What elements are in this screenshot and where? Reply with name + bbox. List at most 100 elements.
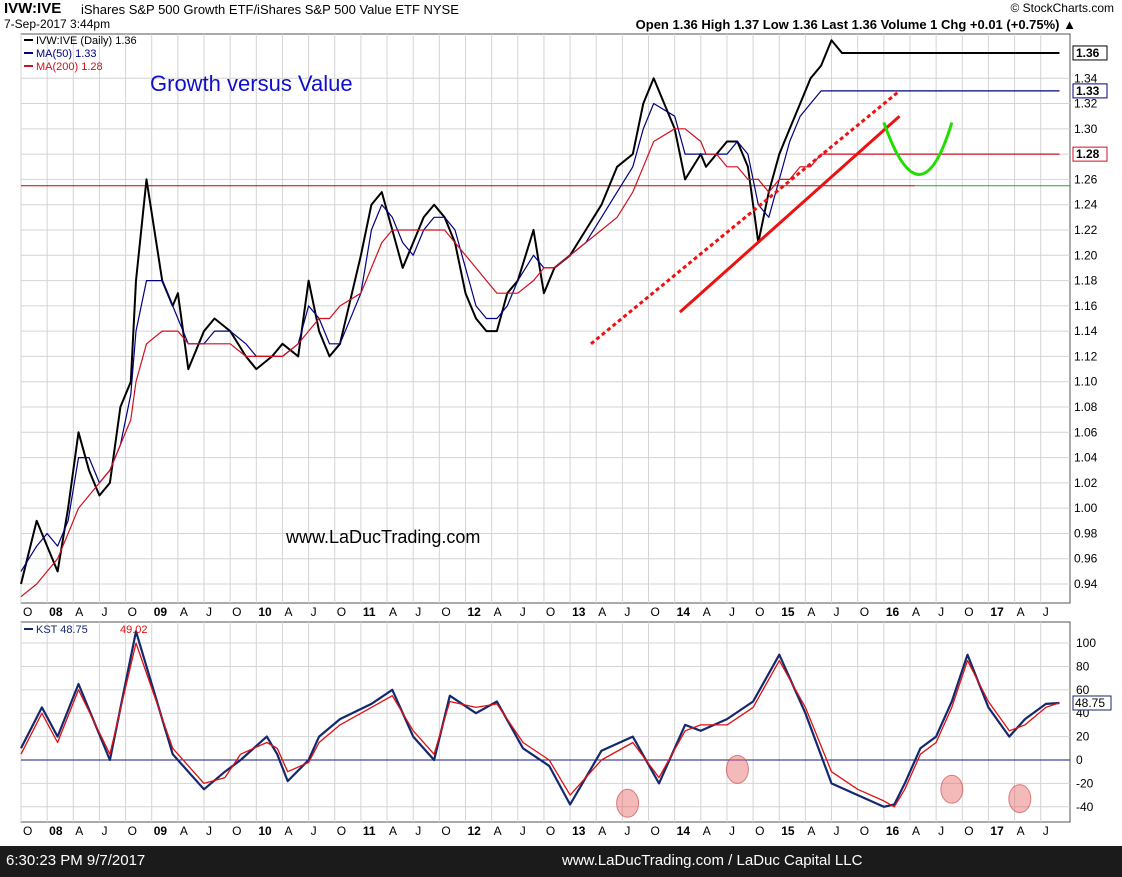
- x-tick-label: J: [834, 824, 840, 838]
- y-tick-label: 1.04: [1074, 451, 1098, 465]
- x-tick-label: O: [964, 824, 973, 838]
- x-tick-label: O: [337, 824, 346, 838]
- x-tick-label: 12: [467, 824, 481, 838]
- x-tick-label: 12: [467, 605, 481, 619]
- x-tick-label: J: [520, 824, 526, 838]
- x-tick-label: 14: [677, 605, 691, 619]
- y-tick-label: -40: [1076, 800, 1094, 814]
- x-tick-label: O: [546, 824, 555, 838]
- x-tick-label: J: [415, 605, 421, 619]
- x-tick-label: A: [75, 824, 83, 838]
- y-tick-label: 80: [1076, 659, 1090, 673]
- x-tick-label: A: [1017, 824, 1025, 838]
- x-tick-label: J: [206, 605, 212, 619]
- y-tick-label: 0.94: [1074, 577, 1098, 591]
- x-tick-label: 14: [677, 824, 691, 838]
- x-tick-label: A: [807, 605, 815, 619]
- y-tick-label: 1.16: [1074, 299, 1098, 313]
- kst-panel: [20, 621, 1071, 823]
- y-tick-label: 1.32: [1074, 97, 1098, 111]
- x-tick-label: 10: [258, 824, 272, 838]
- kst-line: [20, 630, 1060, 808]
- y-tick-label: 20: [1076, 730, 1090, 744]
- watermark: www.LaDucTrading.com: [285, 527, 480, 547]
- y-tick-label: 1.14: [1074, 324, 1098, 338]
- highlight-oval: [1008, 784, 1032, 814]
- x-tick-label: J: [624, 605, 630, 619]
- highlight-oval: [940, 774, 964, 804]
- x-tick-label: A: [180, 824, 188, 838]
- y-tick-label: 1.10: [1074, 375, 1098, 389]
- y-tick-label: 1.06: [1074, 425, 1098, 439]
- last-value-label: 48.75: [1075, 696, 1105, 710]
- x-tick-label: A: [180, 605, 188, 619]
- last-value-label: 1.33: [1076, 84, 1100, 98]
- x-tick-label: A: [389, 824, 397, 838]
- highlight-oval: [725, 754, 749, 784]
- y-tick-label: 1.08: [1074, 400, 1098, 414]
- x-tick-label: O: [755, 824, 764, 838]
- x-tick-label: O: [23, 824, 32, 838]
- x-tick-label: J: [311, 605, 317, 619]
- x-tick-label: 17: [990, 824, 1004, 838]
- x-tick-label: A: [703, 824, 711, 838]
- x-tick-label: O: [441, 605, 450, 619]
- x-tick-label: 16: [886, 824, 900, 838]
- x-tick-label: J: [1043, 824, 1049, 838]
- cup-pattern-arc: [882, 122, 954, 176]
- x-tick-label: A: [1017, 605, 1025, 619]
- x-tick-label: O: [860, 605, 869, 619]
- quote-bar: Open 1.36 High 1.37 Low 1.36 Last 1.36 V…: [635, 17, 1076, 32]
- x-tick-label: J: [311, 824, 317, 838]
- y-tick-label: 60: [1076, 683, 1090, 697]
- ma200-line: [20, 128, 1060, 598]
- legend-entry: IVW:IVE (Daily) 1.36: [36, 35, 137, 47]
- x-tick-label: A: [912, 605, 920, 619]
- x-tick-label: J: [101, 605, 107, 619]
- x-tick-label: O: [128, 824, 137, 838]
- x-tick-label: J: [729, 605, 735, 619]
- x-tick-label: O: [23, 605, 32, 619]
- trendline-solid: [678, 115, 901, 314]
- y-tick-label: 100: [1076, 636, 1096, 650]
- legend-entry: MA(50) 1.33: [36, 48, 97, 60]
- x-tick-label: O: [337, 605, 346, 619]
- x-tick-label: J: [206, 824, 212, 838]
- kst-legend-entry: KST 48.75: [36, 624, 88, 636]
- last-value-label: 1.36: [1076, 46, 1100, 60]
- y-tick-label: 1.18: [1074, 274, 1098, 288]
- x-tick-label: A: [389, 605, 397, 619]
- x-tick-label: O: [441, 824, 450, 838]
- x-tick-label: A: [494, 605, 502, 619]
- x-tick-label: J: [729, 824, 735, 838]
- x-tick-label: 09: [154, 824, 168, 838]
- footer-credit: www.LaDucTrading.com / LaDuc Capital LLC: [562, 852, 863, 869]
- x-tick-label: 11: [363, 605, 376, 619]
- x-tick-label: A: [75, 605, 83, 619]
- x-tick-label: O: [232, 824, 241, 838]
- y-tick-label: 0.96: [1074, 552, 1098, 566]
- chart-header: IVW:IVE iShares S&P 500 Growth ETF/iShar…: [0, 0, 1122, 34]
- y-tick-label: 1.22: [1074, 223, 1098, 237]
- x-tick-label: 16: [886, 605, 900, 619]
- x-tick-label: J: [520, 605, 526, 619]
- x-tick-label: O: [651, 605, 660, 619]
- x-tick-label: J: [1043, 605, 1049, 619]
- x-tick-label: A: [284, 824, 292, 838]
- x-tick-label: A: [494, 824, 502, 838]
- x-tick-label: 08: [49, 605, 63, 619]
- x-tick-label: 09: [154, 605, 168, 619]
- x-tick-label: O: [232, 605, 241, 619]
- trendline-dashed: [590, 89, 901, 345]
- chart-canvas: 0.94 0.96 0.98 1.00 1.02 1.04 1.06 1.08 1.10 1.12…: [20, 33, 1112, 838]
- y-tick-label: 0: [1076, 753, 1083, 767]
- x-tick-label: 10: [258, 605, 272, 619]
- security-name: iShares S&P 500 Growth ETF/iShares S&P 5…: [81, 2, 459, 17]
- legend-entry: MA(200) 1.28: [36, 61, 103, 73]
- y-tick-label: 1.30: [1074, 122, 1098, 136]
- y-tick-label: 1.34: [1074, 71, 1098, 85]
- x-tick-label: A: [703, 605, 711, 619]
- last-value-label: 1.28: [1076, 147, 1100, 161]
- y-tick-label: 1.12: [1074, 349, 1098, 363]
- y-tick-label: 1.02: [1074, 476, 1098, 490]
